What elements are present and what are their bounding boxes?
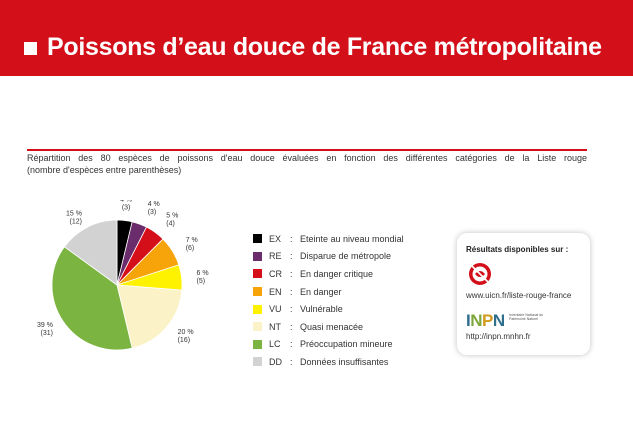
pie-count-label-ex: (3) bbox=[122, 205, 131, 212]
chart-description-line2: (nombre d'espèces entre parenthèses) bbox=[27, 165, 182, 175]
results-heading: Résultats disponibles sur : bbox=[466, 245, 569, 254]
legend-item-vu: VU: Vulnérable bbox=[253, 300, 404, 318]
legend-separator: : bbox=[290, 268, 293, 279]
legend-code: CR bbox=[269, 268, 282, 279]
legend-label: En danger critique bbox=[300, 268, 374, 279]
legend-label: Disparue de métropole bbox=[300, 251, 392, 262]
legend-code: NT bbox=[269, 321, 281, 332]
legend-item-en: EN: En danger bbox=[253, 283, 404, 301]
pie-count-label-re: (3) bbox=[148, 209, 157, 216]
pie-slice-lc bbox=[51, 246, 133, 351]
legend-swatch bbox=[253, 322, 262, 332]
results-box: Résultats disponibles sur : www.uicn.fr/… bbox=[457, 233, 590, 355]
section-divider bbox=[27, 149, 587, 151]
legend-separator: : bbox=[290, 356, 293, 367]
legend-item-cr: CR: En danger critique bbox=[253, 265, 404, 283]
page-title: Poissons d’eau douce de France métropoli… bbox=[47, 33, 602, 61]
legend-item-ex: EX: Eteinte au niveau mondial bbox=[253, 230, 404, 248]
chart-description-line1: Répartition des 80 espèces de poissons d… bbox=[27, 153, 587, 163]
pie-slice-dd bbox=[63, 219, 118, 286]
legend-label: Eteinte au niveau mondial bbox=[300, 233, 404, 244]
pie-percent-label-re: 4 % bbox=[148, 201, 160, 208]
legend-item-lc: LC: Préoccupation mineure bbox=[253, 336, 404, 354]
inpn-logo-subtitle: Inventaire National du Patrimoine Nature… bbox=[509, 313, 544, 322]
legend-label: Préoccupation mineure bbox=[300, 339, 393, 350]
pie-count-label-lc: (31) bbox=[41, 330, 53, 337]
pie-percent-label-dd: 15 % bbox=[66, 210, 82, 217]
legend-swatch bbox=[253, 287, 262, 297]
legend-item-dd: DD: Données insuffisantes bbox=[253, 353, 404, 371]
chart-legend: EX: Eteinte au niveau mondial RE: Disparue … bbox=[253, 230, 404, 371]
inpn-link[interactable]: http://inpn.mnhn.fr bbox=[466, 332, 531, 341]
legend-code: VU bbox=[269, 304, 282, 315]
pie-count-label-vu: (5) bbox=[197, 278, 206, 285]
legend-code: EX bbox=[269, 233, 282, 244]
inpn-logo-letter: N bbox=[470, 311, 483, 330]
legend-swatch bbox=[253, 234, 262, 244]
legend-swatch bbox=[253, 304, 262, 314]
legend-swatch bbox=[253, 251, 262, 261]
pie-count-label-cr: (4) bbox=[166, 221, 175, 228]
pie-percent-label-ex: 4 % bbox=[120, 200, 132, 204]
title-bullet-icon bbox=[24, 42, 37, 55]
legend-label: Quasi menacée bbox=[300, 321, 364, 332]
legend-item-nt: NT: Quasi menacée bbox=[253, 318, 404, 336]
legend-item-re: RE: Disparue de métropole bbox=[253, 248, 404, 266]
legend-code: LC bbox=[269, 339, 281, 350]
legend-swatch bbox=[253, 269, 262, 279]
pie-count-label-nt: (16) bbox=[178, 337, 190, 344]
legend-label: En danger bbox=[300, 286, 342, 297]
legend-code: EN bbox=[269, 286, 282, 297]
legend-separator: : bbox=[290, 304, 293, 315]
pie-percent-label-vu: 6 % bbox=[197, 270, 209, 277]
legend-separator: : bbox=[290, 339, 293, 350]
legend-swatch bbox=[253, 357, 262, 367]
pie-count-label-en: (6) bbox=[186, 245, 195, 252]
legend-code: RE bbox=[269, 251, 282, 262]
pie-slice-nt bbox=[116, 284, 183, 349]
pie-percent-label-lc: 39 % bbox=[37, 322, 53, 329]
header-banner: Poissons d’eau douce de France métropoli… bbox=[0, 0, 633, 76]
legend-separator: : bbox=[290, 251, 293, 262]
chart-description: Répartition des 80 espèces de poissons d… bbox=[27, 152, 587, 176]
pie-chart: 4 %(3)4 %(3)5 %(4)7 %(6)6 %(5)20 %(16)39… bbox=[37, 200, 209, 351]
uicn-logo bbox=[469, 263, 491, 285]
legend-label: Données insuffisantes bbox=[300, 356, 389, 367]
pie-percent-label-nt: 20 % bbox=[178, 329, 194, 336]
pie-count-label-dd: (12) bbox=[70, 218, 82, 225]
legend-swatch bbox=[253, 339, 262, 349]
inpn-logo-letter: N bbox=[492, 311, 505, 330]
legend-separator: : bbox=[290, 233, 293, 244]
inpn-logo: INPN bbox=[466, 311, 505, 331]
inpn-logo-letter: I bbox=[466, 311, 471, 330]
legend-code: DD bbox=[269, 356, 282, 367]
legend-separator: : bbox=[290, 286, 293, 297]
legend-separator: : bbox=[290, 321, 293, 332]
inpn-logo-letter: P bbox=[482, 311, 493, 330]
pie-percent-label-cr: 5 % bbox=[166, 213, 178, 220]
pie-percent-label-en: 7 % bbox=[186, 237, 198, 244]
legend-label: Vulnérable bbox=[300, 304, 343, 315]
uicn-link[interactable]: www.uicn.fr/liste-rouge-france bbox=[466, 291, 572, 300]
